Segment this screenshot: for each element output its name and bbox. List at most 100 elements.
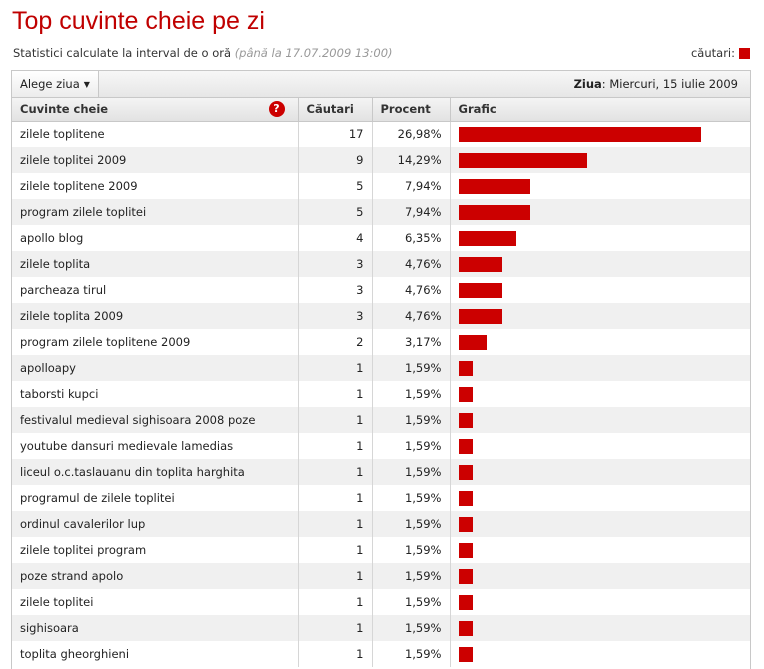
searches-bar bbox=[458, 256, 502, 272]
searches-cell: 1 bbox=[298, 641, 373, 667]
table-row: festivalul medieval sighisoara 2008 poze… bbox=[12, 407, 750, 433]
chart-cell bbox=[450, 225, 750, 251]
table-row: programul de zilele toplitei 1 1,59% bbox=[12, 485, 750, 511]
percent-cell: 7,94% bbox=[372, 173, 451, 199]
table-row: parcheaza tirul 3 4,76% bbox=[12, 277, 750, 303]
help-icon[interactable]: ? bbox=[268, 101, 285, 117]
table-row: zilele toplitei 2009 9 14,29% bbox=[12, 147, 750, 173]
searches-cell: 5 bbox=[298, 173, 373, 199]
chart-cell bbox=[450, 277, 750, 303]
searches-bar bbox=[458, 178, 530, 194]
keyword-cell: taborsti kupci bbox=[12, 381, 299, 407]
chart-cell bbox=[450, 199, 750, 225]
keyword-cell: ordinul cavalerilor lup bbox=[12, 511, 299, 537]
keyword-cell: apollo blog bbox=[12, 225, 299, 251]
table-row: zilele toplita 2009 3 4,76% bbox=[12, 303, 750, 329]
percent-cell: 4,76% bbox=[372, 303, 451, 329]
selected-day-info: Ziua: Miercuri, 15 iulie 2009 bbox=[574, 77, 738, 91]
keyword-cell: liceul o.c.taslauanu din toplita harghit… bbox=[12, 459, 299, 485]
searches-bar bbox=[458, 230, 516, 246]
table-row: zilele toplitene 2009 5 7,94% bbox=[12, 173, 750, 199]
header-keyword[interactable]: Cuvinte cheie ? bbox=[12, 98, 299, 122]
table-row: taborsti kupci 1 1,59% bbox=[12, 381, 750, 407]
searches-cell: 1 bbox=[298, 563, 373, 589]
percent-cell: 1,59% bbox=[372, 459, 451, 485]
percent-cell: 14,29% bbox=[372, 147, 451, 173]
page-subtitle: Statistici calculate la interval de o or… bbox=[13, 46, 393, 60]
chart-cell bbox=[450, 381, 750, 407]
searches-cell: 5 bbox=[298, 199, 373, 225]
searches-cell: 3 bbox=[298, 251, 373, 277]
keyword-cell: zilele toplitei 2009 bbox=[12, 147, 299, 173]
percent-cell: 1,59% bbox=[372, 433, 451, 459]
percent-cell: 4,76% bbox=[372, 277, 451, 303]
keyword-cell: poze strand apolo bbox=[12, 563, 299, 589]
subtitle-note: (până la 17.07.2009 13:00) bbox=[234, 46, 393, 60]
searches-bar bbox=[458, 308, 502, 324]
searches-bar bbox=[458, 490, 473, 506]
searches-cell: 3 bbox=[298, 277, 373, 303]
table-body: zilele toplitene 17 26,98% zilele toplitei … bbox=[12, 121, 750, 667]
keywords-table: Cuvinte cheie ? Căutari Procent Grafic z… bbox=[12, 98, 750, 667]
percent-cell: 1,59% bbox=[372, 589, 451, 615]
day-select-dropdown[interactable]: Alege ziua ▼ bbox=[12, 71, 99, 97]
table-row: zilele toplita 3 4,76% bbox=[12, 251, 750, 277]
chart-cell bbox=[450, 589, 750, 615]
percent-cell: 4,76% bbox=[372, 251, 451, 277]
table-row: zilele toplitene 17 26,98% bbox=[12, 121, 750, 147]
header-percent[interactable]: Procent bbox=[372, 98, 451, 122]
chart-cell bbox=[450, 485, 750, 511]
chart-cell bbox=[450, 615, 750, 641]
percent-cell: 1,59% bbox=[372, 641, 451, 667]
percent-cell: 26,98% bbox=[372, 121, 451, 147]
keyword-cell: sighisoara bbox=[12, 615, 299, 641]
searches-bar bbox=[458, 542, 473, 558]
searches-bar bbox=[458, 152, 587, 168]
keyword-cell: toplita gheorghieni bbox=[12, 641, 299, 667]
percent-cell: 6,35% bbox=[372, 225, 451, 251]
searches-cell: 17 bbox=[298, 121, 373, 147]
searches-bar bbox=[458, 438, 473, 454]
searches-bar bbox=[458, 386, 473, 402]
percent-cell: 7,94% bbox=[372, 199, 451, 225]
day-select-label: Alege ziua bbox=[20, 77, 80, 91]
searches-cell: 3 bbox=[298, 303, 373, 329]
table-row: apolloapy 1 1,59% bbox=[12, 355, 750, 381]
searches-cell: 1 bbox=[298, 433, 373, 459]
page-title: Top cuvinte cheie pe zi bbox=[12, 7, 265, 35]
chart-cell bbox=[450, 433, 750, 459]
table-row: toplita gheorghieni 1 1,59% bbox=[12, 641, 750, 667]
day-value: : Miercuri, 15 iulie 2009 bbox=[601, 77, 738, 91]
searches-cell: 1 bbox=[298, 511, 373, 537]
percent-cell: 1,59% bbox=[372, 563, 451, 589]
keyword-cell: zilele toplitene bbox=[12, 121, 299, 147]
percent-cell: 1,59% bbox=[372, 355, 451, 381]
searches-bar bbox=[458, 620, 473, 636]
searches-cell: 1 bbox=[298, 537, 373, 563]
table-row: ordinul cavalerilor lup 1 1,59% bbox=[12, 511, 750, 537]
legend-swatch bbox=[739, 47, 750, 59]
header-searches[interactable]: Căutari bbox=[298, 98, 373, 122]
legend-label: căutari: bbox=[690, 46, 735, 60]
searches-bar bbox=[458, 204, 530, 220]
searches-bar bbox=[458, 646, 473, 662]
searches-cell: 9 bbox=[298, 147, 373, 173]
table-row: apollo blog 4 6,35% bbox=[12, 225, 750, 251]
searches-cell: 1 bbox=[298, 459, 373, 485]
day-label: Ziua bbox=[573, 77, 602, 91]
keyword-cell: program zilele toplitei bbox=[12, 199, 299, 225]
searches-bar bbox=[458, 282, 502, 298]
keyword-cell: zilele toplita 2009 bbox=[12, 303, 299, 329]
searches-cell: 1 bbox=[298, 407, 373, 433]
keyword-cell: youtube dansuri medievale lamedias bbox=[12, 433, 299, 459]
searches-cell: 1 bbox=[298, 615, 373, 641]
keywords-panel: Alege ziua ▼ Ziua: Miercuri, 15 iulie 20… bbox=[11, 70, 751, 669]
searches-cell: 1 bbox=[298, 589, 373, 615]
keyword-cell: festivalul medieval sighisoara 2008 poze bbox=[12, 407, 299, 433]
chart-cell bbox=[450, 173, 750, 199]
chart-cell bbox=[450, 303, 750, 329]
searches-cell: 1 bbox=[298, 381, 373, 407]
searches-cell: 1 bbox=[298, 485, 373, 511]
keyword-cell: zilele toplitei program bbox=[12, 537, 299, 563]
chart-cell bbox=[450, 407, 750, 433]
